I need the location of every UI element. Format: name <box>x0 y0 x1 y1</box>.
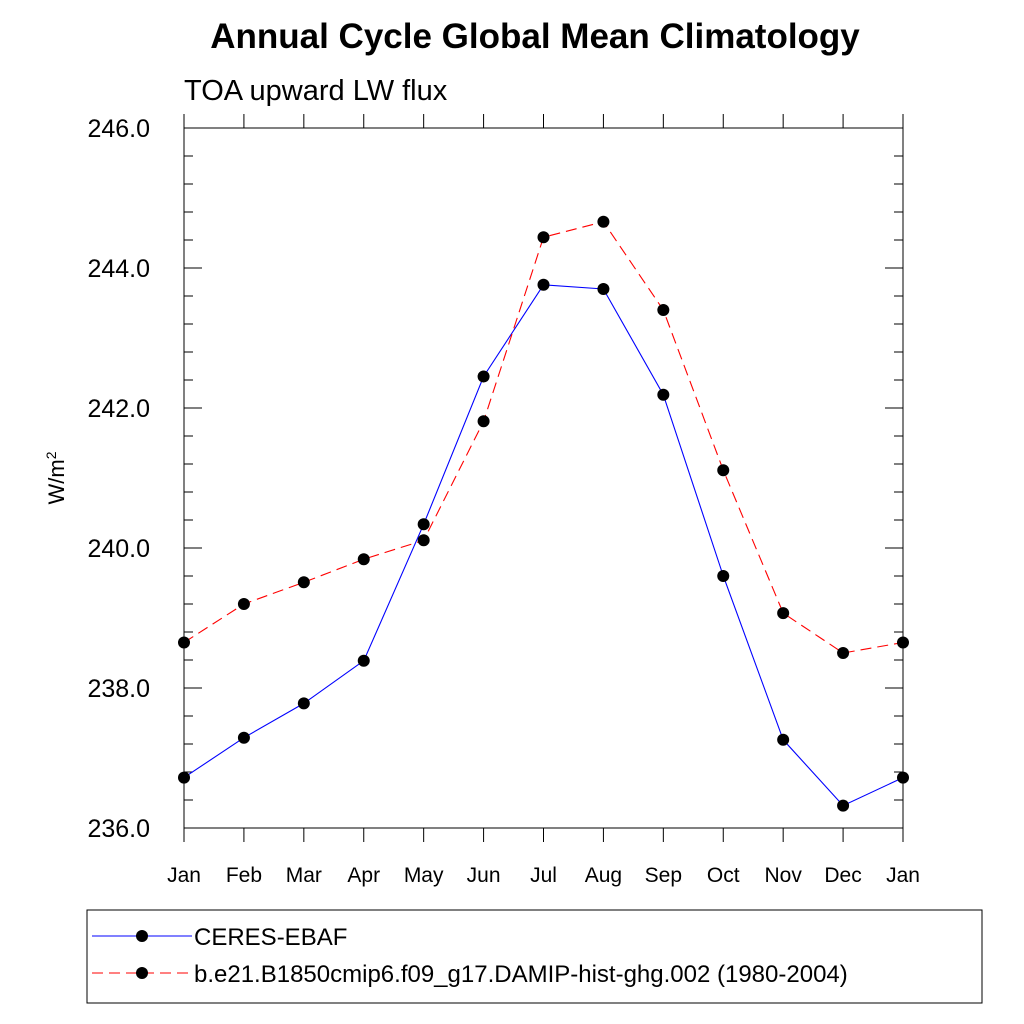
series-1-point <box>657 388 670 401</box>
x-tick-label: Feb <box>226 864 262 887</box>
legend-marker-1 <box>136 930 148 942</box>
axis-ticks <box>183 114 904 842</box>
x-tick-label: Jan <box>167 864 201 887</box>
series-2-point <box>237 598 250 610</box>
y-tick-labels: 236.0 238.0 240.0 242.0 244.0 246.0 <box>87 115 150 843</box>
y-axis-label: W/m2 <box>43 451 69 504</box>
y-tick-label: 244.0 <box>87 255 150 283</box>
y-tick-label: 240.0 <box>87 535 150 563</box>
series-1-point <box>897 771 909 784</box>
y-tick-label: 236.0 <box>87 815 150 843</box>
legend-label-1: CERES-EBAF <box>194 924 347 951</box>
x-tick-label: Jun <box>467 864 501 887</box>
x-tick-label: May <box>404 864 444 887</box>
x-tick-label: Sep <box>645 864 682 887</box>
series-1-point <box>777 733 790 746</box>
legend: CERES-EBAF b.e21.B1850cmip6.f09_g17.DAMIP… <box>92 924 848 988</box>
y-tick-label: 242.0 <box>87 395 150 423</box>
series-2-point <box>597 215 610 228</box>
series-1-point <box>837 799 850 812</box>
x-tick-label: Jan <box>886 864 920 887</box>
series-layer <box>178 215 909 812</box>
x-tick-label: Nov <box>764 864 802 887</box>
series-2-point <box>777 607 790 620</box>
series-2-point <box>657 304 670 316</box>
series-1-point <box>297 697 310 710</box>
y-tick-label: 238.0 <box>87 675 150 703</box>
x-tick-label: Aug <box>585 864 622 887</box>
series-2-point <box>717 464 730 477</box>
series-1-point <box>357 654 370 667</box>
series-2-point <box>297 576 310 589</box>
x-tick-label: Dec <box>824 864 861 887</box>
series-1-point <box>178 771 190 784</box>
series-2-point <box>477 415 490 428</box>
series-line-1 <box>183 284 904 807</box>
x-tick-label: Apr <box>347 864 380 887</box>
x-tick-labels: Jan Feb Mar Apr May Jun Jul Aug Sep Oct Nov Dec Jan <box>167 864 920 887</box>
legend-label-2: b.e21.B1850cmip6.f09_g17.DAMIP-hist-ghg.… <box>194 961 848 988</box>
chart-title: Annual Cycle Global Mean Climatology <box>210 17 860 56</box>
series-1-point <box>537 278 550 291</box>
x-tick-label: Mar <box>286 864 322 887</box>
series-1-point <box>597 283 610 295</box>
series-1-point <box>417 518 430 531</box>
series-2-point <box>837 647 850 659</box>
y-axis-label-superscript: 2 <box>43 451 59 459</box>
series-2-point <box>537 231 550 244</box>
y-axis-label-base: W/m <box>44 459 69 504</box>
x-tick-label: Oct <box>707 864 740 887</box>
y-tick-label: 246.0 <box>87 115 150 143</box>
legend-box <box>86 909 983 1004</box>
series-2-point <box>417 534 430 547</box>
series-2-point <box>178 636 190 649</box>
series-1-point <box>237 731 250 744</box>
chart-subtitle: TOA upward LW flux <box>184 75 448 107</box>
x-tick-label: Jul <box>530 864 557 887</box>
series-2-point <box>357 553 370 566</box>
series-1-point <box>717 570 730 582</box>
series-1-point <box>477 370 490 383</box>
series-2-point <box>897 636 909 649</box>
legend-marker-2 <box>136 967 148 979</box>
